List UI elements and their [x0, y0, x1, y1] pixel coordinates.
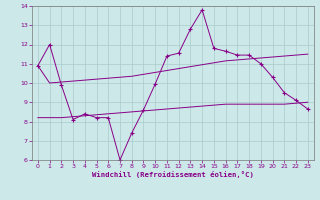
- X-axis label: Windchill (Refroidissement éolien,°C): Windchill (Refroidissement éolien,°C): [92, 171, 254, 178]
